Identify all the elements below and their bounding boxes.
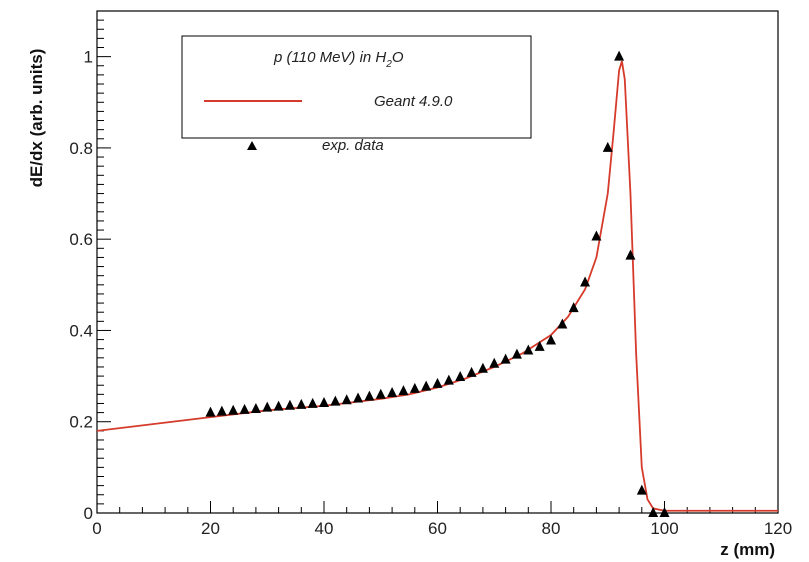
exp-data-point xyxy=(421,380,432,391)
exp-data-point xyxy=(205,406,216,417)
y-tick-label: 0 xyxy=(84,504,93,523)
exp-data-point xyxy=(262,401,273,412)
exp-data-point xyxy=(375,388,386,399)
exp-data-point xyxy=(591,230,602,241)
exp-data-point xyxy=(546,334,556,345)
exp-data-point xyxy=(296,398,307,409)
y-axis-ticks: 0 0.2 0.4 0.6 0.8 1 xyxy=(69,10,111,523)
exp-data-point xyxy=(250,402,261,413)
exp-data-point xyxy=(398,385,409,396)
exp-data-point xyxy=(648,507,659,517)
exp-data-point xyxy=(273,400,284,411)
x-tick-label: 60 xyxy=(428,519,447,538)
exp-data-point xyxy=(387,386,398,397)
x-axis-ticks: 0 20 40 60 80 100 120 xyxy=(92,501,792,538)
exp-data-point xyxy=(625,249,636,260)
exp-data-point xyxy=(455,371,466,382)
exp-data-point xyxy=(364,390,375,401)
legend-title: p (110 MeV) in H2O xyxy=(273,49,404,70)
exp-data-point xyxy=(432,377,443,388)
x-tick-label: 120 xyxy=(764,519,792,538)
exp-data-point xyxy=(330,395,341,406)
exp-data-point xyxy=(557,318,568,329)
legend-label-geant: Geant 4.9.0 xyxy=(374,93,453,110)
exp-data-point xyxy=(489,357,500,368)
x-tick-label: 40 xyxy=(315,519,334,538)
x-axis-title: z (mm) xyxy=(720,540,775,559)
exp-data-point xyxy=(500,353,511,364)
exp-data-point xyxy=(353,392,364,403)
series-exp-data-markers xyxy=(205,50,670,517)
exp-data-point xyxy=(568,302,579,313)
x-tick-label: 80 xyxy=(542,519,561,538)
y-tick-label: 0.6 xyxy=(69,230,93,249)
series-geant-line xyxy=(96,60,778,512)
exp-data-point xyxy=(341,394,352,405)
x-tick-label: 100 xyxy=(650,519,678,538)
legend: p (110 MeV) in H2O Geant 4.9.0 exp. data xyxy=(181,35,532,154)
exp-data-point xyxy=(319,397,329,408)
exp-data-point xyxy=(580,276,591,287)
exp-data-point xyxy=(466,366,477,377)
geant-curve xyxy=(96,60,778,512)
exp-data-point xyxy=(477,362,488,373)
exp-data-point xyxy=(228,404,239,415)
exp-data-point xyxy=(523,344,534,355)
legend-label-exp-data: exp. data xyxy=(322,137,384,154)
exp-data-point xyxy=(443,374,454,385)
exp-data-point xyxy=(602,141,613,152)
legend-triangle-swatch xyxy=(247,141,257,150)
exp-data-point xyxy=(284,399,295,410)
x-tick-label: 20 xyxy=(201,519,220,538)
y-tick-label: 1 xyxy=(84,48,93,67)
exp-data-point xyxy=(216,405,227,416)
exp-data-point xyxy=(534,340,545,351)
y-tick-label: 0.4 xyxy=(69,321,93,340)
x-tick-label: 0 xyxy=(92,519,101,538)
exp-data-point xyxy=(239,403,250,414)
exp-data-point xyxy=(511,348,522,359)
y-tick-label: 0.2 xyxy=(69,413,93,432)
exp-data-point xyxy=(614,50,625,61)
exp-data-point xyxy=(636,484,647,495)
y-tick-label: 0.8 xyxy=(69,139,93,158)
exp-data-point xyxy=(307,397,318,408)
exp-data-point xyxy=(409,382,420,393)
y-axis-title: dE/dx (arb. units) xyxy=(27,49,46,188)
exp-data-point xyxy=(659,507,670,517)
